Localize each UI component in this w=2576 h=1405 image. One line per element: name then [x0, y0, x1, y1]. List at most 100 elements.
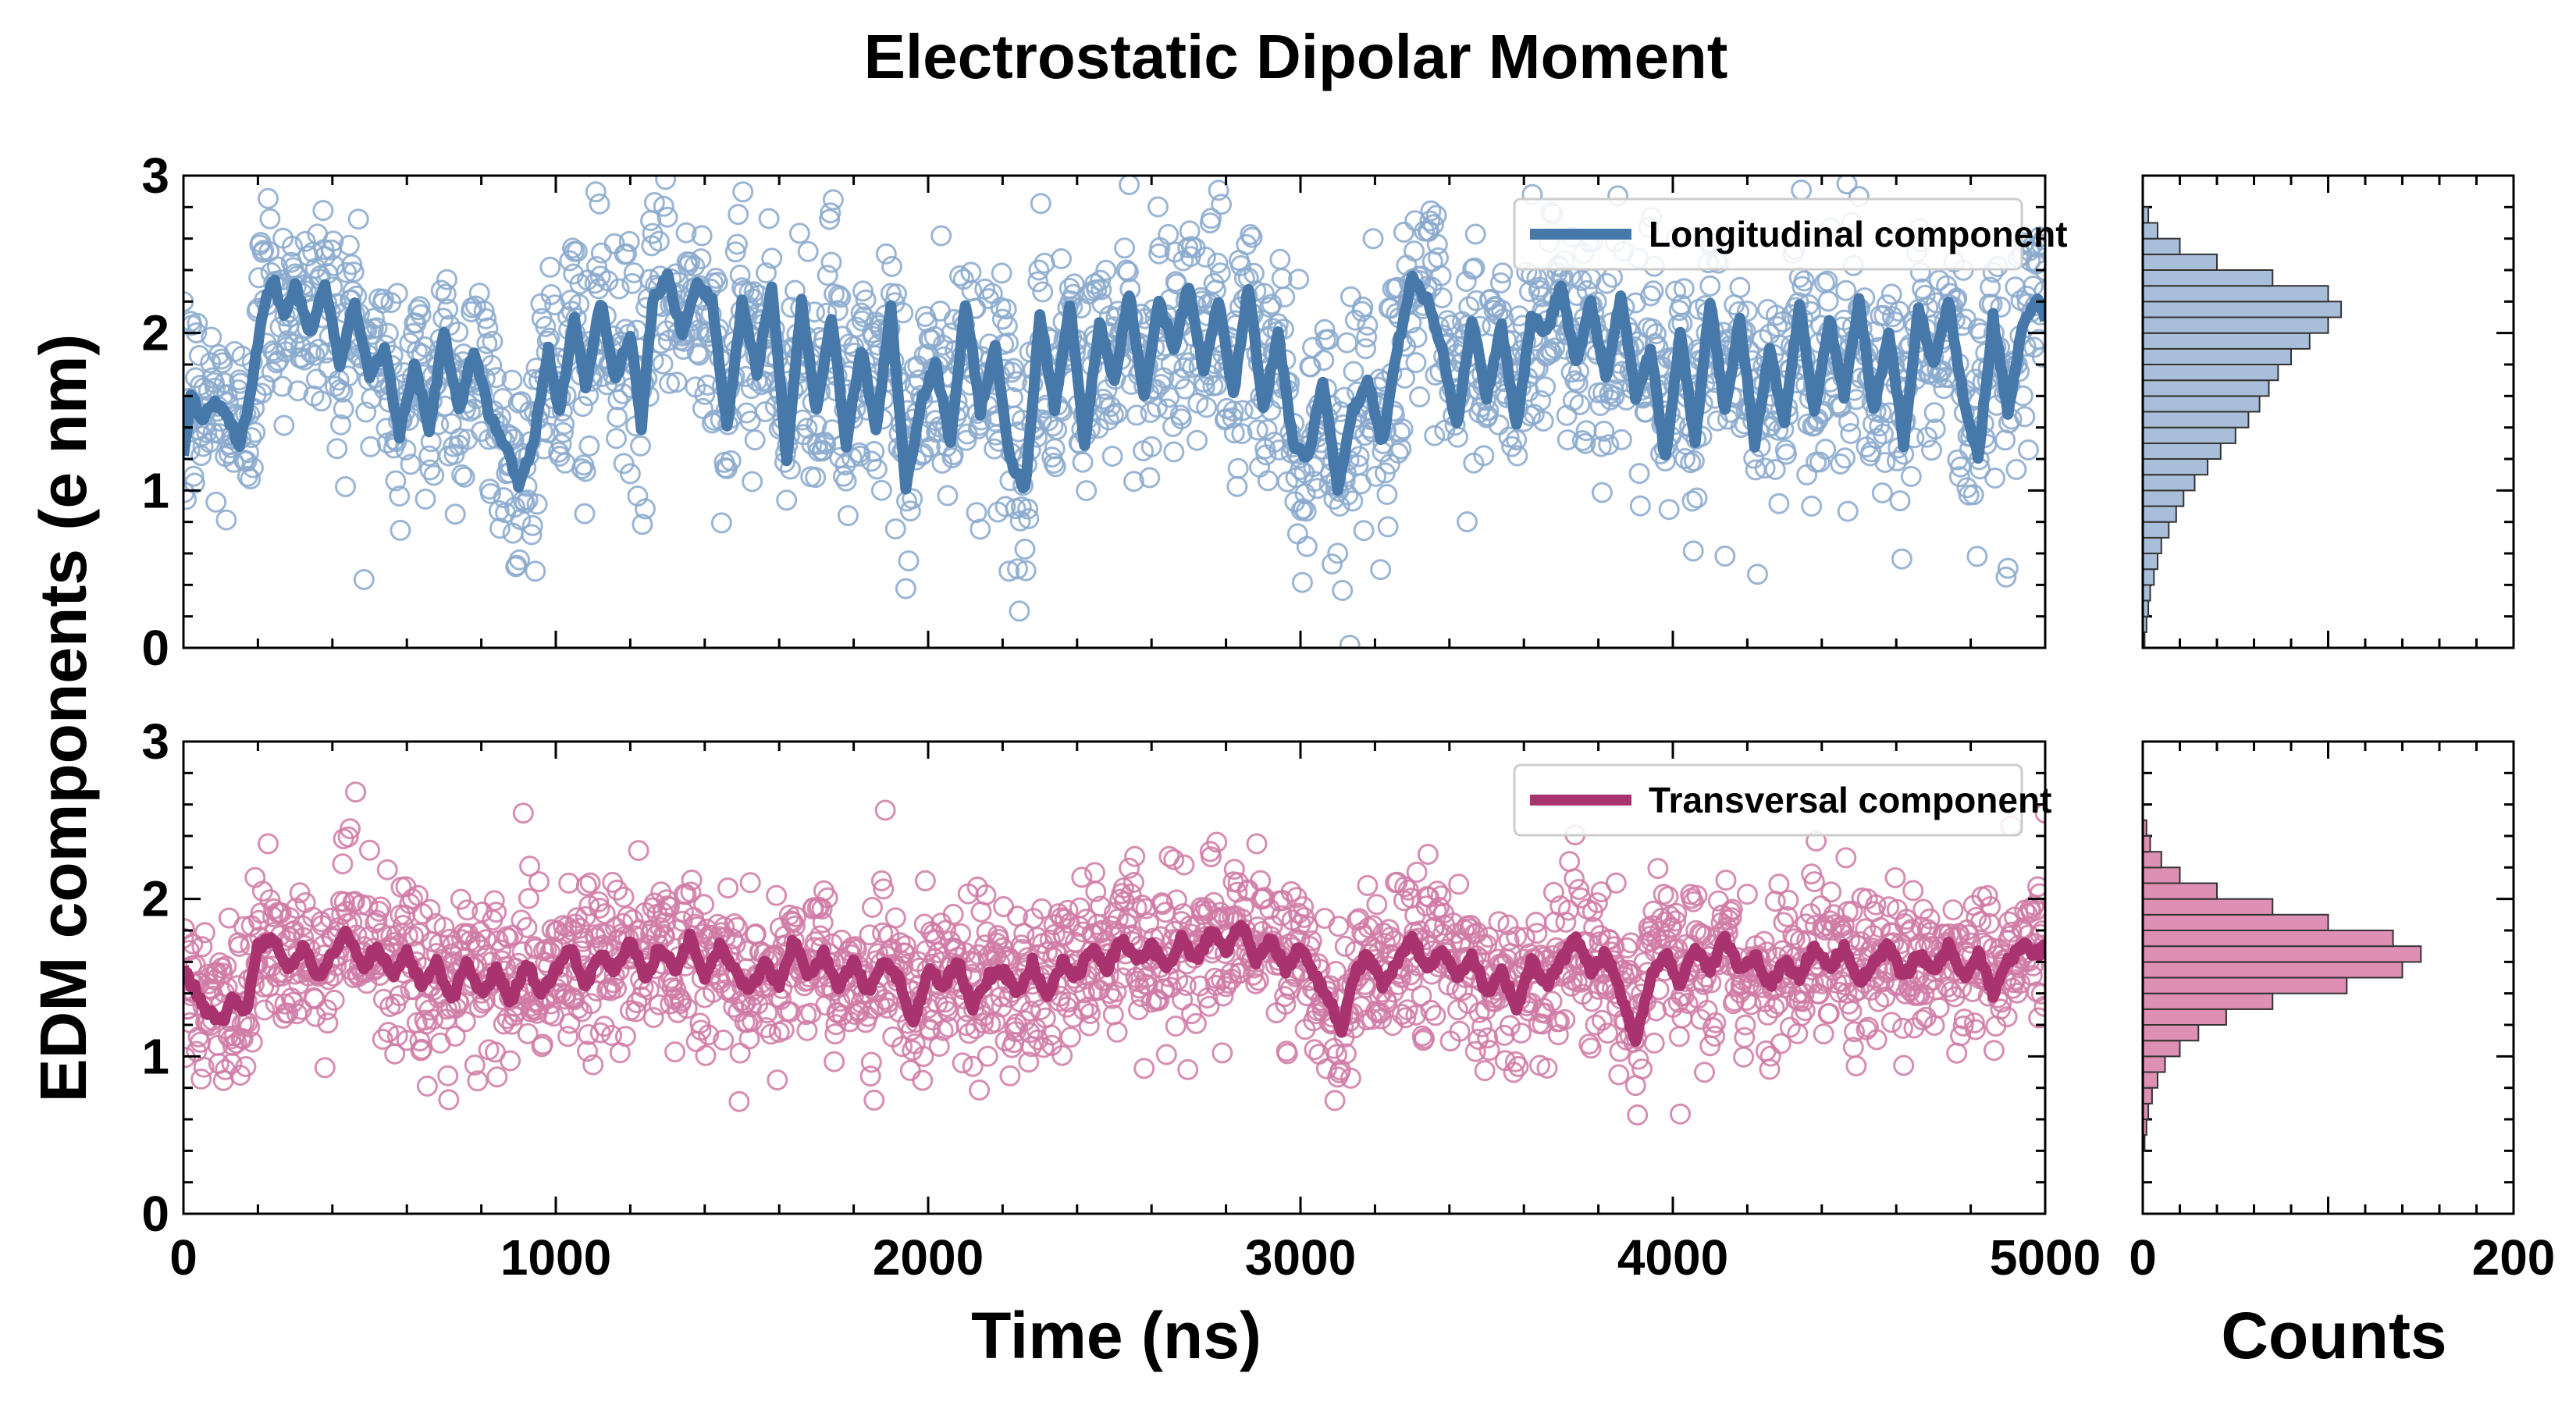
hist-bar	[2142, 553, 2158, 571]
scatter-point	[1532, 411, 1554, 432]
scatter-point	[1473, 445, 1495, 467]
scatter-point	[1628, 463, 1650, 485]
scatter-point	[1286, 523, 1308, 545]
scatter-point	[1366, 894, 1388, 916]
scatter-point	[586, 256, 607, 278]
scatter-point	[1133, 1058, 1155, 1080]
scatter-point	[1356, 326, 1378, 348]
scatter-point	[1123, 871, 1144, 893]
scatter-point	[1370, 559, 1392, 581]
scatter-point	[756, 262, 777, 284]
scatter-point	[1736, 884, 1758, 905]
scatter-point	[724, 913, 745, 934]
scatter-point	[509, 549, 530, 571]
scatter-point	[1198, 995, 1220, 1017]
scatter-point	[859, 924, 881, 946]
scatter-point	[1158, 223, 1179, 245]
scatter-point	[389, 486, 411, 507]
scatter-point	[2009, 973, 2031, 994]
scatter-point	[780, 1001, 801, 1023]
scatter-point	[1590, 436, 1612, 457]
scatter-point	[1250, 870, 1272, 891]
scatter-point	[1015, 560, 1037, 582]
scatter-point	[870, 870, 892, 891]
scatter-point	[1793, 270, 1815, 292]
scatter-point	[330, 414, 351, 436]
scatter-point	[1642, 280, 1664, 302]
scatter-point	[1322, 553, 1343, 575]
scatter-point	[1084, 862, 1105, 884]
scatter-point	[785, 906, 807, 927]
scatter-point	[254, 999, 276, 1021]
scatter-point	[410, 304, 432, 325]
scatter-point	[183, 472, 205, 494]
scatter-point	[1420, 200, 1442, 222]
scatter-point	[1148, 990, 1170, 1012]
scatter-point	[589, 898, 610, 919]
scatter-point	[1158, 386, 1180, 408]
scatter-point	[1328, 916, 1350, 937]
scatter-point	[797, 240, 819, 262]
scatter-point	[1714, 545, 1736, 567]
scatter-point	[1296, 535, 1318, 557]
scatter-point	[468, 997, 490, 1019]
scatter-point	[1173, 854, 1195, 876]
scatter-point	[2029, 883, 2045, 905]
scatter-point	[766, 884, 788, 906]
scatter-point	[1051, 248, 1072, 269]
scatter-point	[1914, 284, 1936, 306]
scatter-point	[1631, 1058, 1653, 1080]
scatter-point	[594, 903, 616, 925]
scatter-point	[1923, 402, 1945, 424]
scatter-point	[930, 225, 952, 247]
scatter-point	[1391, 1004, 1413, 1025]
scatter-point	[248, 267, 270, 289]
scatter-point	[1835, 847, 1857, 869]
scatter-point	[1763, 997, 1785, 1019]
scatter-point	[437, 298, 459, 320]
scatter-point	[1355, 338, 1376, 360]
scatter-point	[1046, 419, 1068, 440]
scatter-point	[1269, 248, 1291, 270]
scatter-point	[415, 488, 436, 510]
scatter-point	[1960, 932, 1982, 954]
scatter-point	[518, 887, 539, 909]
scatter-point	[1591, 482, 1613, 503]
y-tick-label: 3	[141, 713, 169, 770]
scatter-point	[761, 247, 783, 269]
scatter-point	[949, 265, 970, 286]
hist-bar	[2142, 1040, 2181, 1058]
scatter-point	[655, 912, 677, 934]
scatter-point	[648, 230, 670, 252]
scatter-point	[1770, 1033, 1791, 1055]
scatter-point	[238, 442, 259, 464]
hist-bar	[2142, 364, 2279, 382]
scatter-point	[1222, 400, 1244, 422]
scatter-point	[873, 878, 895, 900]
scatter-point	[1478, 927, 1500, 948]
scatter-point	[622, 909, 644, 930]
scatter-point	[1884, 867, 1906, 888]
y-tick-label: 1	[141, 1028, 169, 1084]
scatter-point	[1231, 423, 1253, 445]
scatter-point	[966, 502, 987, 524]
scatter-point	[1610, 429, 1632, 450]
scatter-point	[468, 283, 490, 304]
scatter-point	[1571, 269, 1592, 291]
scatter-point	[294, 349, 315, 371]
scatter-point	[1090, 269, 1112, 291]
hist-bar	[2142, 347, 2292, 365]
scatter-point	[1892, 1017, 1913, 1039]
scatter-point	[294, 230, 316, 252]
scatter-point	[891, 1036, 913, 1058]
scatter-point	[540, 284, 562, 305]
scatter-point	[1795, 913, 1816, 935]
panels-layer: 0 1 2 3 Longitudinal component 0 1 2 3 Transversa…	[141, 148, 2555, 1286]
scatter-point	[728, 1090, 750, 1112]
scatter-point	[449, 428, 471, 450]
scatter-point	[1499, 1015, 1521, 1037]
scatter-point	[1362, 228, 1384, 250]
scatter-point	[1340, 286, 1361, 308]
scatter-point	[837, 505, 859, 527]
scatter-point	[1060, 1026, 1081, 1048]
